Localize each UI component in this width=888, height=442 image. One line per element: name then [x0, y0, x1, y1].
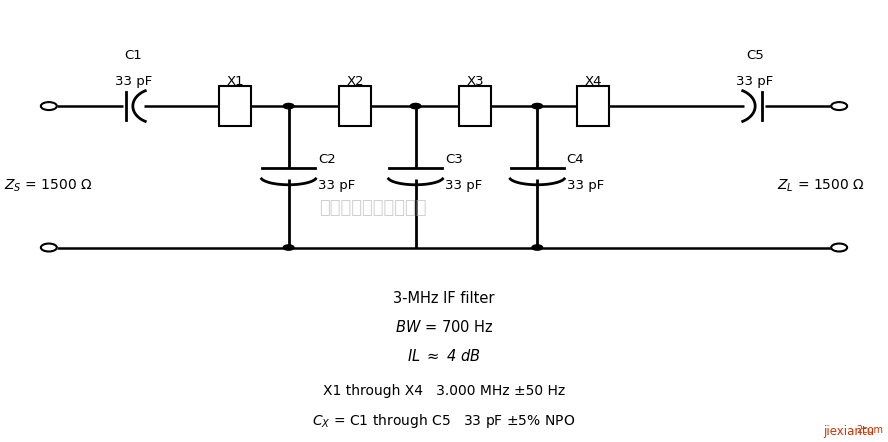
Circle shape	[532, 103, 543, 109]
Text: 3-MHz IF filter: 3-MHz IF filter	[393, 291, 495, 306]
Text: 33 pF: 33 pF	[318, 179, 355, 192]
Text: X1: X1	[226, 76, 244, 88]
Text: 33 pF: 33 pF	[445, 179, 482, 192]
Bar	[459, 86, 491, 126]
Text: X4: X4	[584, 76, 602, 88]
Text: X2: X2	[346, 76, 364, 88]
Text: C5: C5	[746, 49, 764, 62]
Text: 33 pF: 33 pF	[567, 179, 604, 192]
Circle shape	[410, 103, 421, 109]
Text: X3: X3	[466, 76, 484, 88]
Circle shape	[283, 103, 294, 109]
Bar	[339, 86, 371, 126]
Circle shape	[831, 244, 847, 251]
Text: C2: C2	[318, 153, 336, 166]
Text: 2com: 2com	[857, 425, 884, 435]
Text: 杭州将睽科技有限公司: 杭州将睽科技有限公司	[319, 199, 427, 217]
Circle shape	[283, 245, 294, 250]
Circle shape	[41, 102, 57, 110]
Text: $Z_S$ = 1500 Ω: $Z_S$ = 1500 Ω	[4, 177, 93, 194]
Text: X1 through X4   3.000 MHz ±50 Hz: X1 through X4 3.000 MHz ±50 Hz	[323, 384, 565, 398]
Text: 33 pF: 33 pF	[115, 76, 152, 88]
Text: C4: C4	[567, 153, 584, 166]
Text: $Z_L$ = 1500 Ω: $Z_L$ = 1500 Ω	[777, 177, 865, 194]
Text: C3: C3	[445, 153, 463, 166]
Text: jiexiantu: jiexiantu	[823, 425, 875, 438]
Bar	[577, 86, 609, 126]
Text: 33 pF: 33 pF	[736, 76, 773, 88]
Text: C1: C1	[124, 49, 142, 62]
Bar	[219, 86, 251, 126]
Text: $C_X$ = C1 through C5   33 pF $\pm$5% NPO: $C_X$ = C1 through C5 33 pF $\pm$5% NPO	[313, 412, 575, 430]
Text: $BW$ = 700 Hz: $BW$ = 700 Hz	[394, 319, 494, 335]
Circle shape	[532, 245, 543, 250]
Text: $IL$ $\approx$ 4 dB: $IL$ $\approx$ 4 dB	[407, 348, 481, 364]
Circle shape	[831, 102, 847, 110]
Circle shape	[41, 244, 57, 251]
